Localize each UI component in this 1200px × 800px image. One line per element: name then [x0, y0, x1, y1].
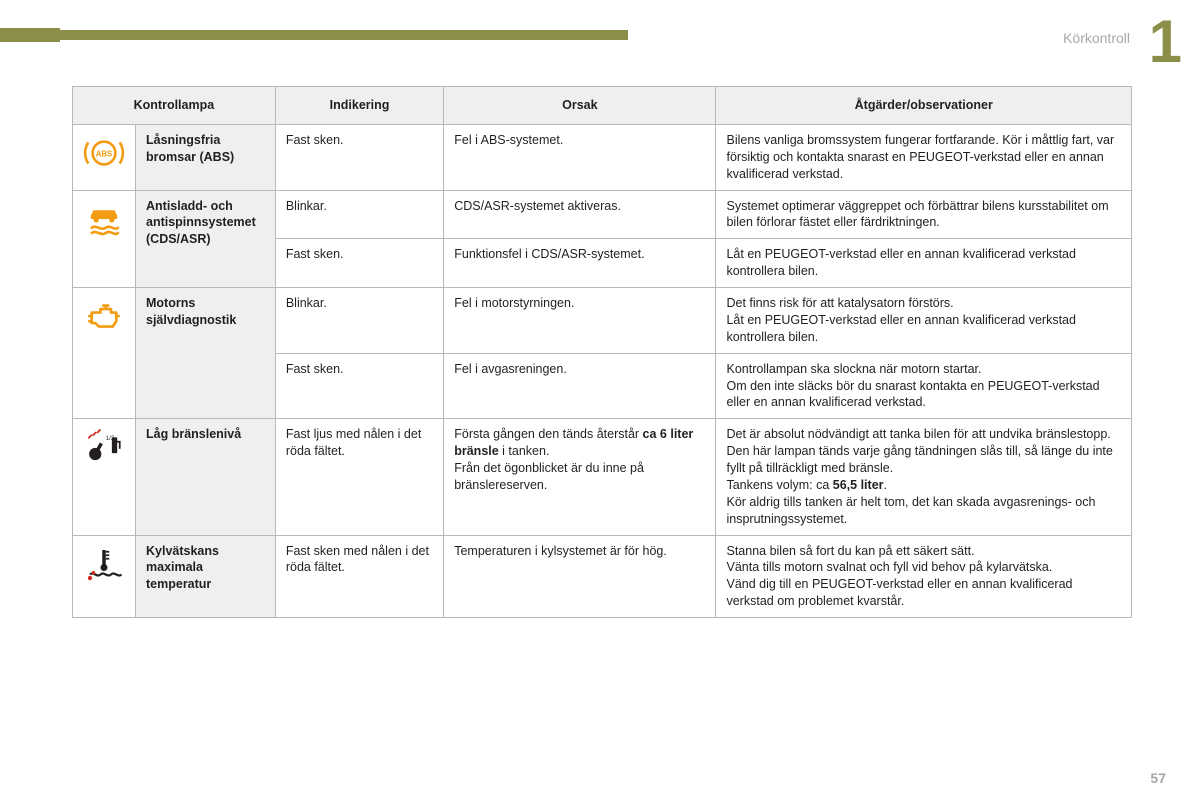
indication-cell: Fast ljus med nålen i det röda fältet. — [275, 419, 443, 535]
cause-cell: Fel i ABS-systemet. — [444, 124, 716, 190]
header-cause: Orsak — [444, 87, 716, 125]
cause-cell: Funktionsfel i CDS/ASR-systemet. — [444, 239, 716, 288]
cause-cell: Temperaturen i kylsystemet är för hög. — [444, 535, 716, 618]
header-indication: Indikering — [275, 87, 443, 125]
indication-cell: Fast sken. — [275, 353, 443, 419]
cause-text-pre: Första gången den tänds återstår — [454, 427, 642, 441]
lamp-icon-cell — [73, 190, 136, 288]
action-text-bold: 56,5 liter — [833, 478, 884, 492]
table-row: Motorns självdiagnostik Blinkar. Fel i m… — [73, 288, 1132, 354]
table-row: 1/2 Låg bränslenivå Fast ljus med nålen … — [73, 419, 1132, 535]
cause-cell: Fel i motorstyrningen. — [444, 288, 716, 354]
chapter-number: 1 — [1149, 12, 1182, 72]
lamp-icon-cell — [73, 288, 136, 419]
lamp-icon-cell: ABS — [73, 124, 136, 190]
lamp-name: Låsningsfria bromsar (ABS) — [136, 124, 276, 190]
lamp-name: Låg bränslenivå — [136, 419, 276, 535]
fuel-icon: 1/2 — [83, 426, 125, 468]
action-cell: Systemet optimerar väggreppet och förbät… — [716, 190, 1132, 239]
cause-cell: Fel i avgasreningen. — [444, 353, 716, 419]
cause-cell: Första gången den tänds återstår ca 6 li… — [444, 419, 716, 535]
abs-icon: ABS — [83, 132, 125, 174]
svg-text:ABS: ABS — [96, 149, 113, 158]
action-cell: Kontrollampan ska slockna när motorn sta… — [716, 353, 1132, 419]
table-row: ABS Låsningsfria bromsar (ABS) Fast sken… — [73, 124, 1132, 190]
table-header-row: Kontrollampa Indikering Orsak Åtgärder/o… — [73, 87, 1132, 125]
header-action: Åtgärder/observationer — [716, 87, 1132, 125]
cause-cell: CDS/ASR-systemet aktiveras. — [444, 190, 716, 239]
action-cell: Stanna bilen så fort du kan på ett säker… — [716, 535, 1132, 618]
coolant-icon — [83, 543, 125, 585]
indication-cell: Blinkar. — [275, 190, 443, 239]
indication-cell: Fast sken med nålen i det röda fältet. — [275, 535, 443, 618]
lamp-name: Motorns självdiagnostik — [136, 288, 276, 419]
table-row: Antisladd- och antispinnsystemet (CDS/AS… — [73, 190, 1132, 239]
header-accent-bar — [0, 30, 628, 40]
indication-cell: Fast sken. — [275, 239, 443, 288]
action-text-pre: Det är absolut nödvändigt att tanka bile… — [726, 427, 1112, 492]
action-cell: Det finns risk för att katalysatorn förs… — [716, 288, 1132, 354]
action-cell: Det är absolut nödvändigt att tanka bile… — [716, 419, 1132, 535]
lamp-name: Kylvätskans maximala temperatur — [136, 535, 276, 618]
indication-cell: Fast sken. — [275, 124, 443, 190]
lamp-icon-cell — [73, 535, 136, 618]
lamp-name: Antisladd- och antispinnsystemet (CDS/AS… — [136, 190, 276, 288]
table-row: Kylvätskans maximala temperatur Fast ske… — [73, 535, 1132, 618]
header-lamp: Kontrollampa — [73, 87, 276, 125]
action-cell: Låt en PEUGEOT-verkstad eller en annan k… — [716, 239, 1132, 288]
action-cell: Bilens vanliga bromssystem fungerar fort… — [716, 124, 1132, 190]
engine-icon — [83, 295, 125, 337]
section-label: Körkontroll — [1063, 30, 1130, 46]
lamp-icon-cell: 1/2 — [73, 419, 136, 535]
indication-cell: Blinkar. — [275, 288, 443, 354]
warning-lamps-table: Kontrollampa Indikering Orsak Åtgärder/o… — [72, 86, 1132, 618]
esc-icon — [83, 198, 125, 240]
page-number: 57 — [1150, 770, 1166, 786]
